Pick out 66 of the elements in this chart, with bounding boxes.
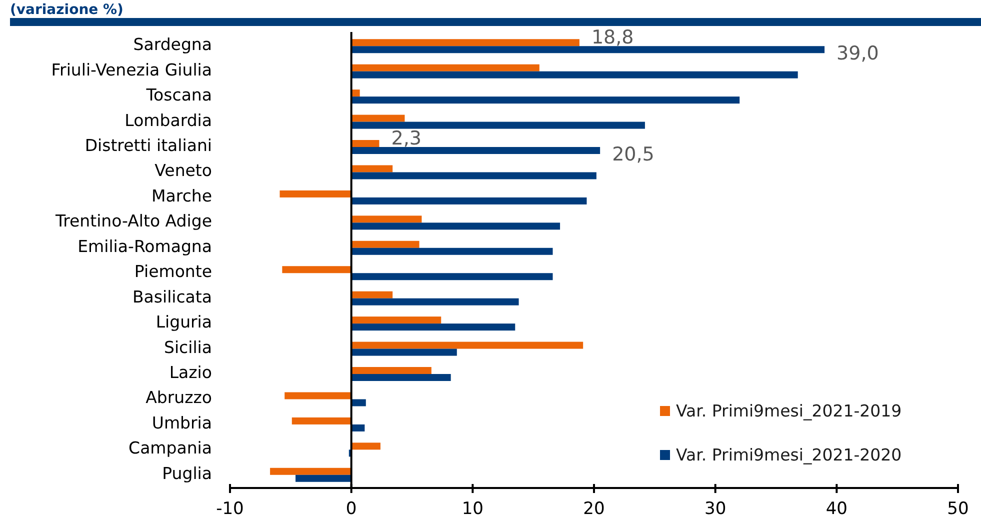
bar xyxy=(351,367,432,374)
bar xyxy=(351,147,600,154)
y-tick-label: Marche xyxy=(152,186,212,206)
bar xyxy=(351,122,645,129)
bar xyxy=(351,222,560,230)
bar xyxy=(351,96,740,104)
bar xyxy=(351,216,422,223)
bar xyxy=(351,39,580,46)
bar xyxy=(351,71,798,78)
bar xyxy=(351,399,366,406)
y-tick-label: Veneto xyxy=(154,161,212,180)
x-tick-label: 50 xyxy=(947,499,969,519)
y-tick-label: Abruzzo xyxy=(146,388,212,408)
y-tick-label: Trentino-Alto Adige xyxy=(54,212,212,231)
bar xyxy=(280,190,352,198)
x-tick-label: -10 xyxy=(216,499,244,519)
x-tick-label: 20 xyxy=(583,499,605,519)
y-tick-label: Emilia-Romagna xyxy=(78,236,212,256)
y-tick-label: Friuli-Venezia Giulia xyxy=(51,60,212,80)
x-tick-label: 40 xyxy=(826,499,848,519)
bar xyxy=(351,197,587,204)
bar xyxy=(292,417,352,424)
y-tick-label: Basilicata xyxy=(132,287,212,306)
bar xyxy=(351,165,393,172)
data-label: 2,3 xyxy=(391,128,422,150)
y-tick-label: Sardegna xyxy=(133,35,212,54)
bar xyxy=(296,474,352,482)
bar xyxy=(351,424,365,432)
bar xyxy=(351,273,553,280)
y-tick-label: Lombardia xyxy=(124,110,212,130)
bar xyxy=(351,46,825,54)
x-tick-label: 10 xyxy=(462,499,484,519)
y-tick-label: Lazio xyxy=(169,363,212,382)
bar xyxy=(351,140,380,147)
data-label: 20,5 xyxy=(612,144,654,166)
bar xyxy=(351,348,457,356)
bar xyxy=(351,298,519,306)
bar xyxy=(351,316,442,324)
bar xyxy=(351,114,405,122)
y-tick-label: Campania xyxy=(128,438,212,458)
bar xyxy=(351,64,540,72)
y-tick-label: Liguria xyxy=(156,312,212,332)
bar xyxy=(351,442,380,450)
bar xyxy=(351,172,596,180)
bar xyxy=(351,342,584,349)
bar xyxy=(284,392,352,400)
bar xyxy=(282,266,352,274)
y-tick-label: Piemonte xyxy=(134,262,212,282)
y-tick-label: Sicilia xyxy=(164,338,212,357)
y-tick-label: Distretti italiani xyxy=(84,136,212,155)
y-tick-label: Umbria xyxy=(152,413,212,432)
x-tick-label: 30 xyxy=(704,499,726,519)
bar xyxy=(270,468,352,475)
text: (variazione %) xyxy=(10,2,124,18)
bar xyxy=(351,291,393,298)
data-label: 18,8 xyxy=(591,26,634,49)
data-label: 39,0 xyxy=(836,42,879,65)
bar xyxy=(351,324,516,331)
legend-label: Var. Primi9mesi_2021-2019 xyxy=(676,402,902,420)
y-tick-label: Puglia xyxy=(162,464,212,483)
x-tick-label: 0 xyxy=(346,499,357,519)
bar xyxy=(351,248,553,255)
legend-label: Var. Primi9mesi_2021-2020 xyxy=(676,446,902,464)
y-tick-label: Toscana xyxy=(145,86,212,105)
bar xyxy=(351,240,420,248)
bar xyxy=(351,374,451,381)
